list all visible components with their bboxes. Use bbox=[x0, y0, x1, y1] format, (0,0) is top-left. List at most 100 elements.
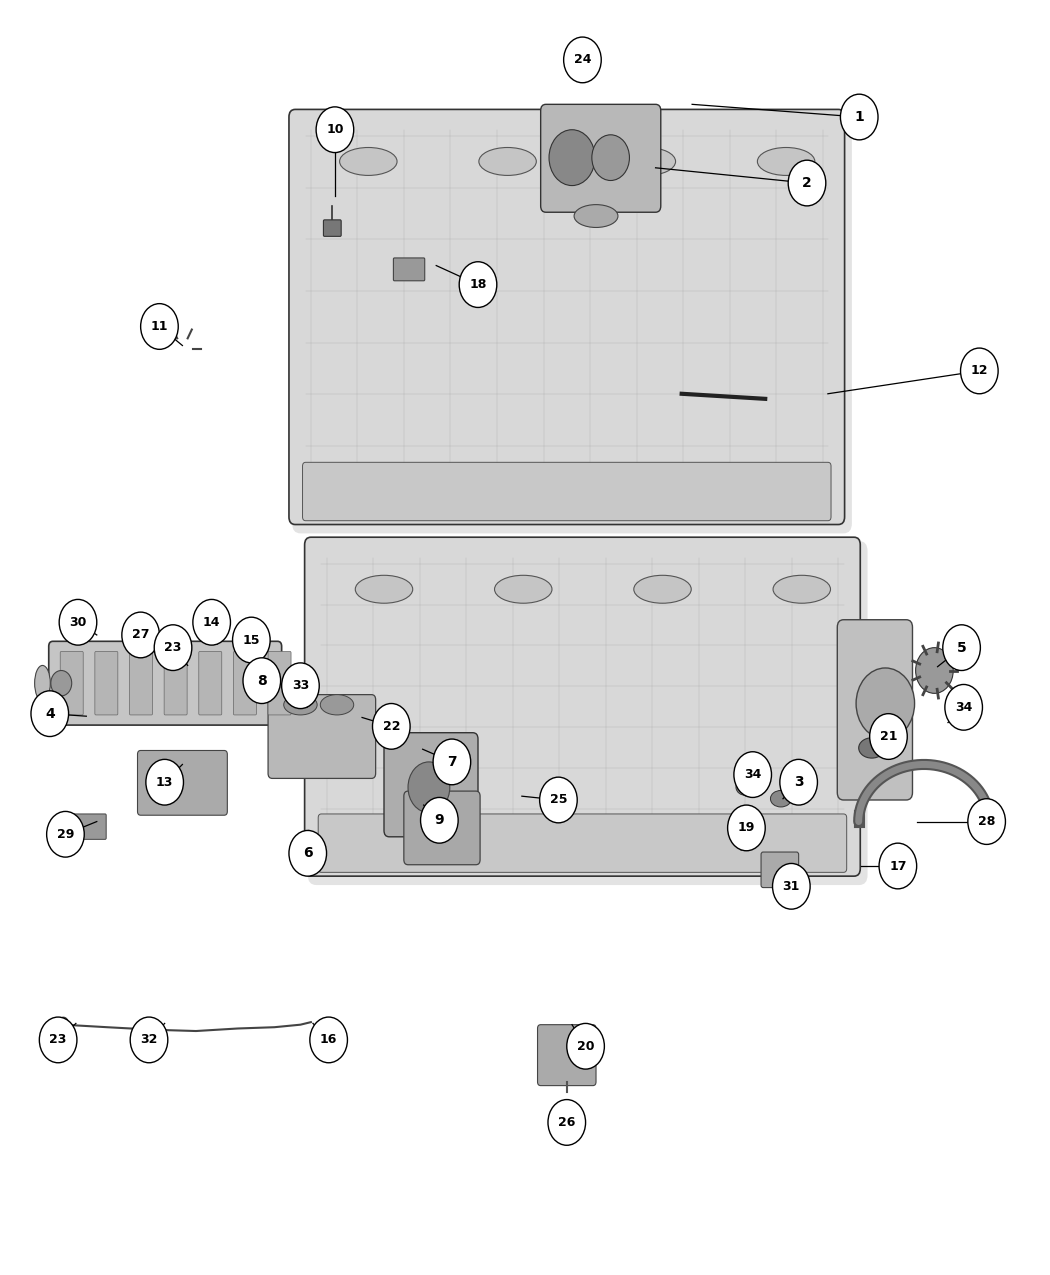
Circle shape bbox=[856, 668, 915, 740]
Circle shape bbox=[789, 161, 825, 205]
Ellipse shape bbox=[757, 148, 815, 176]
Text: 12: 12 bbox=[970, 365, 988, 377]
Text: 4: 4 bbox=[45, 706, 55, 720]
Circle shape bbox=[567, 1024, 605, 1070]
Circle shape bbox=[728, 805, 765, 850]
Text: 22: 22 bbox=[382, 720, 400, 733]
Text: 25: 25 bbox=[549, 793, 567, 807]
Text: 9: 9 bbox=[435, 813, 444, 827]
Circle shape bbox=[592, 135, 629, 181]
Ellipse shape bbox=[734, 829, 755, 845]
Text: 19: 19 bbox=[738, 821, 755, 834]
Circle shape bbox=[408, 762, 449, 812]
Ellipse shape bbox=[618, 148, 675, 176]
Circle shape bbox=[945, 685, 983, 731]
FancyBboxPatch shape bbox=[538, 1025, 596, 1085]
FancyBboxPatch shape bbox=[394, 258, 425, 280]
Text: 21: 21 bbox=[880, 731, 897, 743]
Circle shape bbox=[773, 863, 811, 909]
FancyBboxPatch shape bbox=[384, 733, 478, 836]
Ellipse shape bbox=[355, 575, 413, 603]
FancyBboxPatch shape bbox=[268, 652, 291, 715]
Circle shape bbox=[961, 348, 999, 394]
Text: 15: 15 bbox=[243, 634, 260, 646]
Text: 34: 34 bbox=[956, 701, 972, 714]
Circle shape bbox=[540, 778, 578, 822]
Text: 23: 23 bbox=[49, 1034, 67, 1047]
Circle shape bbox=[46, 811, 84, 857]
Text: 13: 13 bbox=[156, 775, 173, 789]
Text: 33: 33 bbox=[292, 680, 309, 692]
Circle shape bbox=[232, 617, 270, 663]
Ellipse shape bbox=[284, 695, 317, 715]
Text: 1: 1 bbox=[855, 110, 864, 124]
Circle shape bbox=[459, 261, 497, 307]
FancyBboxPatch shape bbox=[302, 463, 831, 520]
Circle shape bbox=[281, 663, 319, 709]
Circle shape bbox=[154, 625, 192, 671]
Text: 29: 29 bbox=[57, 827, 75, 840]
Text: 23: 23 bbox=[165, 641, 182, 654]
FancyBboxPatch shape bbox=[268, 695, 376, 779]
Circle shape bbox=[943, 625, 981, 671]
Circle shape bbox=[968, 798, 1006, 844]
Text: 8: 8 bbox=[257, 673, 267, 687]
FancyBboxPatch shape bbox=[404, 790, 480, 864]
Text: 24: 24 bbox=[573, 54, 591, 66]
Circle shape bbox=[548, 1099, 586, 1145]
Circle shape bbox=[916, 648, 953, 694]
Text: 16: 16 bbox=[320, 1034, 337, 1047]
Circle shape bbox=[59, 599, 97, 645]
Circle shape bbox=[32, 691, 68, 737]
Text: 3: 3 bbox=[794, 775, 803, 789]
FancyBboxPatch shape bbox=[94, 652, 118, 715]
Circle shape bbox=[734, 752, 772, 797]
Ellipse shape bbox=[320, 695, 354, 715]
FancyBboxPatch shape bbox=[761, 852, 799, 887]
Circle shape bbox=[564, 37, 602, 83]
Circle shape bbox=[780, 760, 818, 805]
FancyBboxPatch shape bbox=[233, 652, 256, 715]
FancyBboxPatch shape bbox=[308, 541, 867, 885]
Circle shape bbox=[146, 760, 184, 805]
Circle shape bbox=[50, 671, 71, 696]
Text: 18: 18 bbox=[469, 278, 487, 291]
Text: 26: 26 bbox=[559, 1116, 575, 1128]
FancyBboxPatch shape bbox=[72, 813, 106, 839]
Circle shape bbox=[122, 612, 160, 658]
Circle shape bbox=[193, 599, 230, 645]
Text: 10: 10 bbox=[327, 124, 343, 136]
Text: 31: 31 bbox=[782, 880, 800, 892]
Circle shape bbox=[549, 130, 595, 186]
Circle shape bbox=[310, 1017, 348, 1063]
Text: 28: 28 bbox=[978, 815, 995, 827]
Ellipse shape bbox=[736, 779, 757, 796]
Text: 14: 14 bbox=[203, 616, 220, 629]
Circle shape bbox=[258, 671, 279, 696]
Text: 6: 6 bbox=[303, 847, 313, 861]
FancyBboxPatch shape bbox=[48, 641, 281, 725]
Ellipse shape bbox=[859, 738, 885, 759]
FancyBboxPatch shape bbox=[129, 652, 152, 715]
Ellipse shape bbox=[495, 575, 552, 603]
FancyBboxPatch shape bbox=[138, 751, 228, 815]
FancyBboxPatch shape bbox=[837, 620, 912, 799]
Ellipse shape bbox=[773, 575, 831, 603]
Ellipse shape bbox=[35, 666, 50, 701]
FancyBboxPatch shape bbox=[541, 105, 660, 212]
Circle shape bbox=[154, 1024, 165, 1037]
Text: 27: 27 bbox=[132, 629, 149, 641]
Circle shape bbox=[433, 740, 470, 784]
Text: 32: 32 bbox=[141, 1034, 158, 1047]
FancyBboxPatch shape bbox=[292, 113, 852, 533]
Text: 30: 30 bbox=[69, 616, 87, 629]
Text: 5: 5 bbox=[957, 640, 966, 654]
Ellipse shape bbox=[574, 204, 618, 227]
Ellipse shape bbox=[479, 148, 537, 176]
Text: 11: 11 bbox=[151, 320, 168, 333]
Circle shape bbox=[421, 797, 458, 843]
FancyBboxPatch shape bbox=[289, 110, 844, 524]
Circle shape bbox=[316, 107, 354, 153]
Circle shape bbox=[289, 830, 327, 876]
FancyBboxPatch shape bbox=[164, 652, 187, 715]
